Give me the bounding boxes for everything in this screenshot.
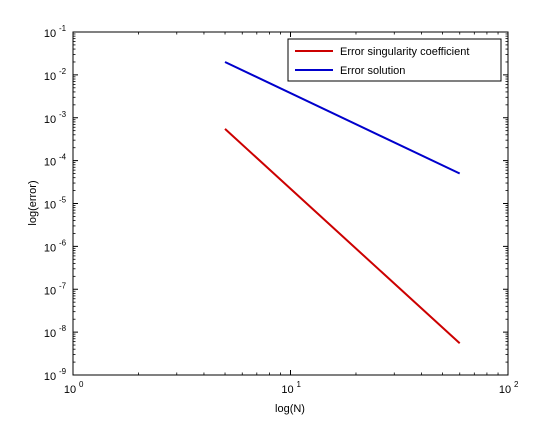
y-tick-label: 10 — [44, 71, 56, 83]
y-tick-label: 10 — [44, 114, 56, 126]
legend-box — [287, 38, 502, 82]
y-tick-exponent: -7 — [59, 281, 67, 290]
legend-label-1: Error singularity coefficient — [340, 46, 469, 58]
y-axis-label: log(error) — [27, 180, 39, 225]
y-tick-exponent: -9 — [59, 367, 67, 376]
y-tick-label: 10 — [44, 242, 56, 254]
y-tick-labels: 10-910-810-710-610-510-410-310-210-1 — [44, 24, 67, 383]
series-line-2 — [224, 61, 461, 175]
y-tick-exponent: -6 — [59, 238, 67, 247]
x-tick-exponent: 0 — [79, 380, 84, 389]
y-tick-exponent: -3 — [59, 110, 67, 119]
y-tick-label: 10 — [44, 328, 56, 340]
x-axis-label: log(N) — [275, 403, 305, 415]
legend: Error singularity coefficient Error solut… — [287, 38, 502, 82]
y-tick-exponent: -4 — [59, 153, 67, 162]
x-tick-labels: 10 0 10 1 10 2 — [64, 380, 519, 396]
major-ticks — [72, 31, 509, 376]
x-tick-label: 10 — [64, 384, 76, 396]
y-tick-label: 10 — [44, 200, 56, 212]
y-tick-exponent: -2 — [59, 67, 67, 76]
y-tick-label: 10 — [44, 28, 56, 40]
legend-label-2: Error solution — [340, 65, 405, 77]
x-tick-exponent: 2 — [514, 380, 519, 389]
x-tick-label: 10 — [499, 384, 511, 396]
minor-ticks — [73, 32, 508, 375]
y-tick-label: 10 — [44, 285, 56, 297]
y-tick-exponent: -5 — [59, 196, 67, 205]
y-tick-exponent: -8 — [59, 324, 67, 333]
y-tick-exponent: -1 — [59, 24, 67, 33]
series-line-1 — [224, 128, 461, 345]
x-tick-exponent: 1 — [297, 380, 302, 389]
y-tick-label: 10 — [44, 157, 56, 169]
y-tick-label: 10 — [44, 371, 56, 383]
series-lines — [224, 61, 461, 345]
x-tick-label: 10 — [281, 384, 293, 396]
plot-area — [72, 31, 509, 376]
